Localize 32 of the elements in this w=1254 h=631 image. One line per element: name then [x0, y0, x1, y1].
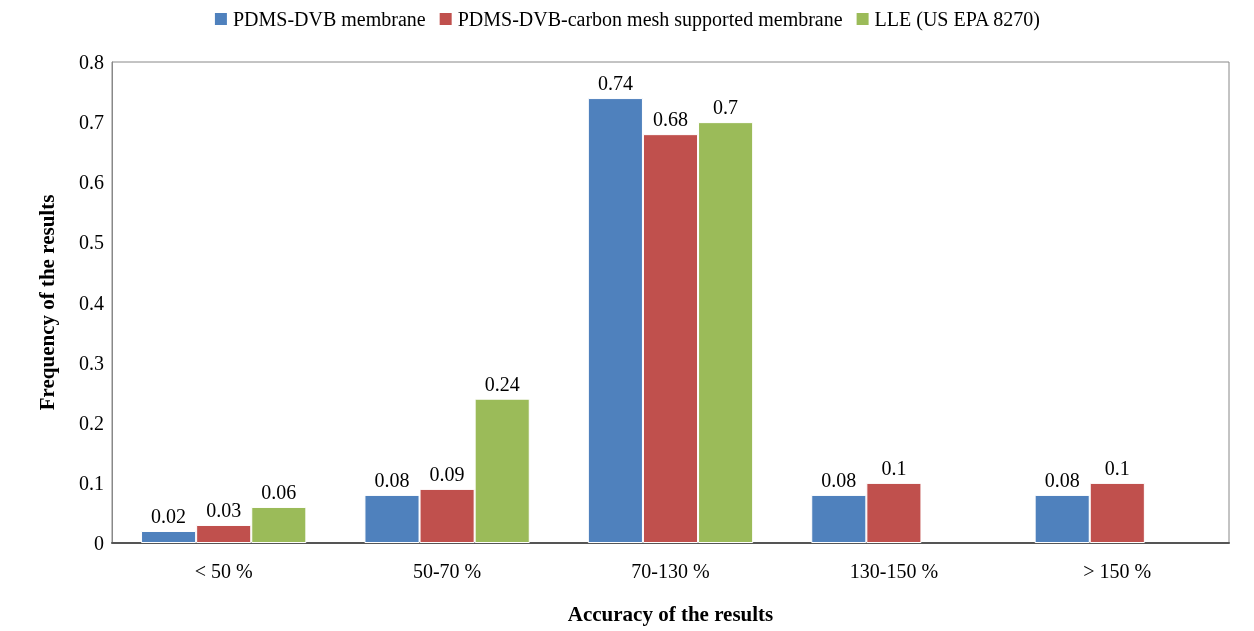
- x-tick-label: < 50 %: [194, 560, 253, 582]
- data-label: 0.74: [597, 72, 633, 95]
- x-tick-label: 130-150 %: [849, 560, 939, 582]
- legend-label: PDMS-DVB membrane: [232, 8, 426, 30]
- data-label: 0.08: [1044, 468, 1080, 491]
- x-tick-label: 70-130 %: [631, 560, 710, 582]
- y-tick-label: 0.7: [79, 111, 104, 134]
- data-label: 0.1: [881, 456, 907, 479]
- data-label: 0.09: [429, 462, 465, 485]
- y-tick-label: 0.6: [79, 171, 104, 194]
- x-tick-label: 50-70 %: [412, 560, 482, 582]
- x-axis-title: Accuracy of the results: [567, 601, 774, 626]
- y-tick-label: 0.5: [79, 231, 104, 254]
- data-label: 0.06: [261, 480, 297, 503]
- data-label: 0.68: [653, 108, 688, 131]
- y-tick-label: 0.4: [79, 291, 104, 314]
- y-tick-label: 0.3: [79, 351, 104, 374]
- y-tick-label: 0: [94, 532, 104, 554]
- y-axis-title: Frequency of the results: [34, 194, 59, 411]
- data-label: 0.24: [484, 372, 520, 395]
- y-tick-label: 0.8: [79, 51, 104, 73]
- x-tick-label: > 150 %: [1083, 560, 1152, 582]
- y-tick-label: 0.2: [79, 411, 104, 434]
- data-label: 0.1: [1104, 456, 1130, 479]
- data-label: 0.08: [374, 468, 410, 491]
- legend-label: LLE (US EPA 8270): [874, 8, 1040, 31]
- legend-label: PDMS-DVB-carbon mesh supported membrane: [457, 8, 843, 31]
- y-tick-label: 0.1: [79, 471, 104, 494]
- data-label: 0.02: [151, 504, 187, 527]
- data-label: 0.03: [206, 498, 242, 521]
- data-label: 0.08: [821, 468, 857, 491]
- data-label: 0.7: [713, 96, 739, 119]
